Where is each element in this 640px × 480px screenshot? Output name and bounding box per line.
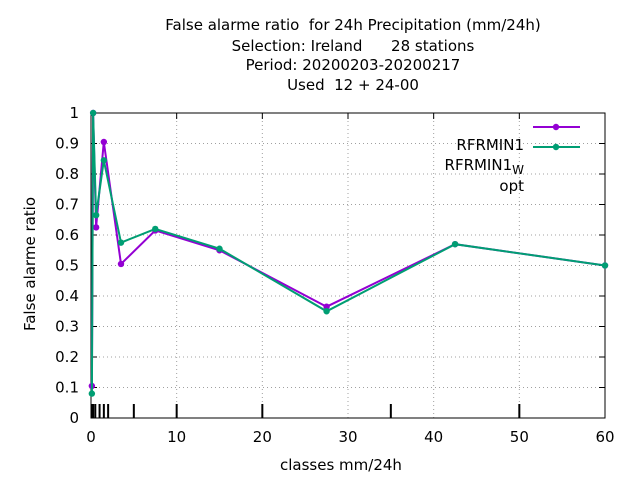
legend-label-2: RFRMIN1W opt — [435, 138, 524, 195]
legend-label-1-main: RFRMIN1 — [456, 136, 524, 154]
y-tick-label: 0.4 — [55, 287, 79, 305]
legend-label-1: RFRMIN1 — [447, 118, 524, 154]
chart-title-line-2: Selection: Ireland 28 stations — [231, 37, 475, 55]
series-1-point — [117, 260, 125, 268]
legend-marker-2 — [552, 143, 560, 151]
x-tick-label: 0 — [86, 428, 96, 446]
legend-label-2-main: RFRMIN1 — [444, 156, 513, 174]
y-tick-label: 0.6 — [55, 226, 79, 244]
series-2-point — [323, 308, 330, 315]
series-line-2 — [90, 112, 606, 394]
series-2-point — [601, 262, 609, 269]
y-tick-label: 0.8 — [55, 165, 79, 183]
legend-marker-1 — [552, 123, 560, 131]
y-tick-label: 1 — [69, 104, 79, 122]
y-tick-label: 0.5 — [55, 257, 79, 275]
series-1-point — [92, 224, 100, 231]
series-2-point — [152, 225, 159, 233]
y-tick-label: 0.9 — [55, 135, 79, 153]
series-2-point — [117, 239, 125, 246]
series-2-point — [92, 211, 100, 219]
y-tick-label: 0.3 — [55, 318, 79, 336]
x-tick-label: 60 — [595, 428, 614, 446]
legend-label-2-sub: W — [512, 163, 524, 177]
y-tick-label: 0.2 — [55, 348, 79, 366]
series-2-point — [88, 390, 96, 397]
legend-label-2-tail: opt — [499, 177, 524, 195]
chart-title-line-3: Period: 20200203-20200217 — [245, 56, 461, 74]
x-tick-label: 10 — [167, 428, 186, 446]
y-tick-label: 0.1 — [55, 379, 79, 397]
x-tick-label: 40 — [424, 428, 443, 446]
y-tick-label: 0 — [69, 409, 79, 427]
series-2-point — [451, 240, 459, 248]
series-2-point — [89, 109, 97, 117]
x-tick-label: 20 — [253, 428, 272, 446]
chart-title-line-4: Used 12 + 24-00 — [287, 76, 419, 94]
chart-title-line-1: False alarme ratio for 24h Precipitation… — [165, 16, 541, 34]
x-axis-label: classes mm/24h — [280, 456, 402, 474]
series-2-point — [216, 245, 223, 252]
series-1-point — [323, 303, 330, 310]
series-2-point — [100, 157, 108, 164]
x-tick-label: 50 — [510, 428, 529, 446]
series-1-point — [100, 138, 108, 146]
y-tick-label: 0.7 — [55, 196, 79, 214]
x-tick-label: 30 — [338, 428, 357, 446]
